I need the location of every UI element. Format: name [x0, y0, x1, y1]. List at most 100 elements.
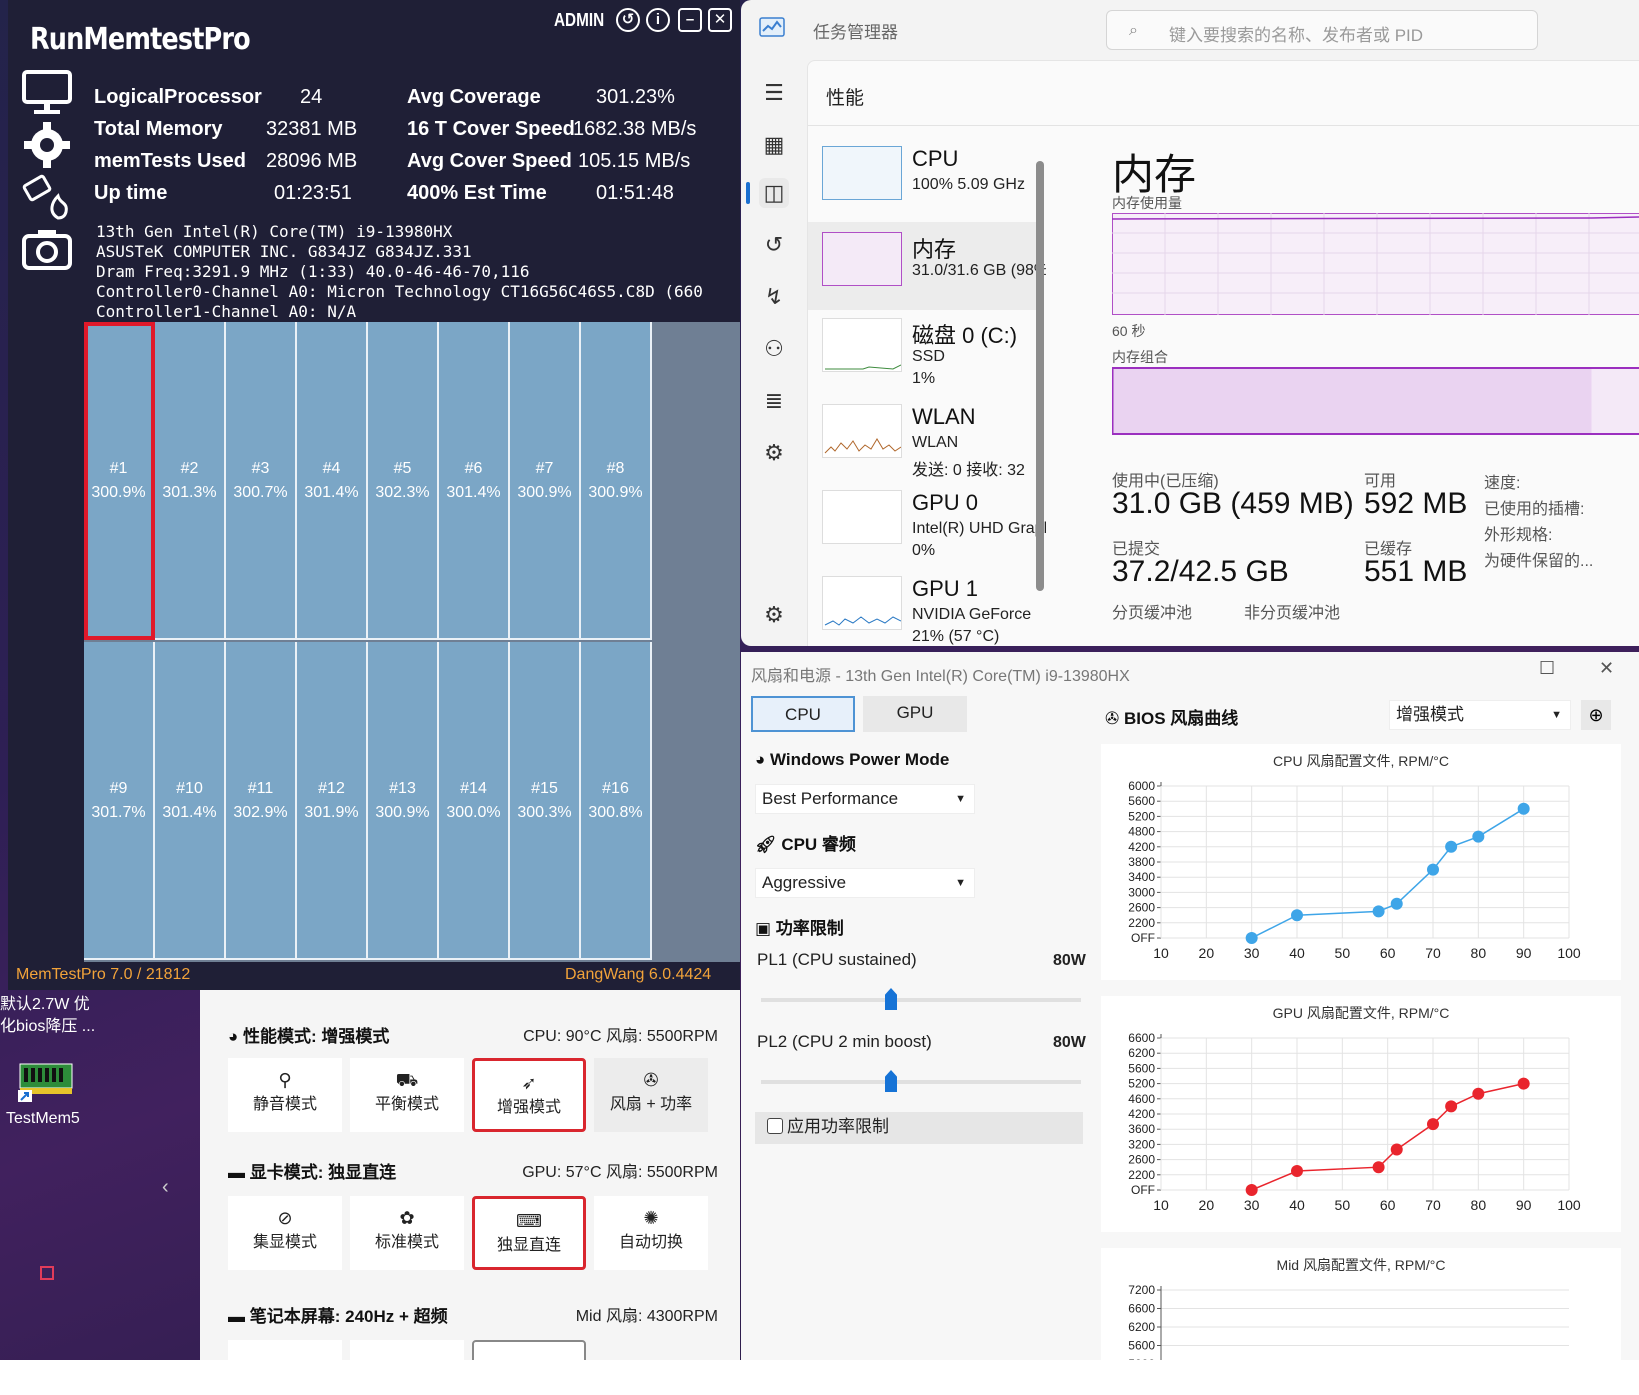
thread-label: #12 301.9% — [297, 777, 366, 825]
hamburger-menu-icon[interactable]: ☰ — [764, 80, 784, 105]
apply-power-limit-checkbox[interactable]: 应用功率限制 — [755, 1112, 1083, 1144]
close-icon[interactable]: ✕ — [1599, 658, 1615, 678]
testmem5-app-icon[interactable] — [18, 1056, 74, 1102]
thread-coverage: 301.4% — [304, 484, 359, 501]
perf-sparkline — [824, 438, 902, 454]
pl2-slider-track[interactable] — [761, 1080, 1081, 1084]
data-point — [1445, 840, 1458, 853]
perf-name: 磁盘 0 (C:) — [912, 323, 1018, 348]
power-limit-header: ▣ 功率限制 — [755, 914, 844, 939]
app-history-icon[interactable]: ↺ — [764, 232, 784, 257]
notification-icon[interactable] — [40, 1266, 54, 1280]
camera-icon[interactable] — [18, 224, 76, 274]
pl2-slider-thumb[interactable] — [885, 1070, 897, 1092]
thread-cell: #13 300.9% — [368, 642, 439, 960]
thread-label: #16 300.8% — [581, 777, 650, 825]
thread-id: #16 — [602, 780, 629, 797]
perf-item-disk[interactable]: 磁盘 0 (C:) SSD 1% — [808, 308, 1036, 396]
pl1-slider-thumb[interactable] — [885, 988, 897, 1010]
details-icon[interactable]: ≣ — [764, 388, 784, 413]
add-icon[interactable]: ⊕ — [1581, 700, 1611, 730]
auto-switch-button[interactable]: ✺ 自动切换 — [594, 1196, 708, 1270]
list-scrollbar[interactable] — [1036, 161, 1044, 591]
silent-mode-button[interactable]: ⚲ 静音模式 — [228, 1058, 342, 1132]
tab-cpu[interactable]: CPU — [751, 696, 855, 732]
refresh-rate-button[interactable] — [472, 1340, 586, 1360]
perf-item-wlan[interactable]: WLAN WLAN 发送: 0 接收: 32 — [808, 394, 1036, 482]
perf-status: CPU: 90°C 风扇: 5500RPM — [523, 1028, 718, 1045]
refresh-rate-button[interactable] — [228, 1340, 342, 1360]
services-icon[interactable]: ⚙ — [764, 440, 784, 465]
perf-detail: 1% — [912, 370, 936, 387]
thread-cell: #10 301.4% — [155, 642, 226, 960]
mode-label: 独显直连 — [496, 1237, 561, 1254]
gpu-fan-chart: GPU 风扇配置文件, RPM/°C OFF 2200 2600 3200 3600 420… — [1101, 996, 1621, 1232]
data-point — [1390, 897, 1403, 910]
search-input[interactable]: ⌕ 键入要搜索的名称、发布者或 PID — [1106, 10, 1538, 50]
thread-id: #7 — [535, 460, 554, 477]
data-point — [1445, 1100, 1458, 1113]
thread-coverage: 300.0% — [446, 804, 501, 821]
standard-mode-button[interactable]: ✿ 标准模式 — [350, 1196, 464, 1270]
perf-thumbnail — [822, 318, 902, 372]
thread-id: #6 — [464, 460, 483, 477]
thread-coverage: 300.9% — [91, 484, 146, 501]
maximize-icon[interactable]: ☐ — [1539, 658, 1556, 678]
boost-select[interactable]: Aggressive ▼ — [755, 868, 975, 898]
burn-test-icon[interactable] — [18, 172, 76, 222]
monitor-icon[interactable] — [18, 68, 76, 118]
close-icon[interactable]: ✕ — [708, 8, 732, 32]
dgpu-direct-button[interactable]: ⌨ 独显直连 — [472, 1196, 586, 1270]
pl1-slider-track[interactable] — [761, 998, 1081, 1002]
balanced-mode-button[interactable]: ⛟ 平衡模式 — [350, 1058, 464, 1132]
gear-icon[interactable] — [18, 120, 76, 170]
thread-coverage: 300.8% — [588, 804, 643, 821]
data-point — [1517, 1077, 1530, 1090]
thread-coverage: 301.4% — [446, 484, 501, 501]
data-point — [1472, 1087, 1485, 1100]
data-point — [1427, 863, 1439, 876]
chevron-left-icon[interactable]: ‹ — [162, 1176, 169, 1198]
x-tick-label: 90 — [1516, 945, 1532, 961]
tab-gpu[interactable]: GPU — [863, 696, 967, 732]
refresh-rate-button[interactable] — [350, 1340, 464, 1360]
perf-detail: 发送: 0 接收: 32 — [912, 462, 1025, 479]
startup-apps-icon[interactable]: ↯ — [764, 284, 784, 309]
performance-icon[interactable]: ◫ — [759, 178, 789, 208]
users-icon[interactable]: ⚇ — [764, 336, 784, 361]
history-icon[interactable]: ↺ — [616, 8, 640, 32]
x-tick-label: 80 — [1471, 945, 1487, 961]
power-mode-select[interactable]: Best Performance ▼ — [755, 784, 975, 814]
thread-label: #15 300.3% — [510, 777, 579, 825]
available-value: 592 MB — [1364, 487, 1468, 520]
y-tick-label: 5600 — [1128, 1061, 1155, 1075]
pl1-label: PL1 (CPU sustained) — [757, 950, 917, 969]
thread-label: #10 301.4% — [155, 777, 224, 825]
bios-mode-select[interactable]: 增强模式 ▼ — [1389, 700, 1571, 730]
cpu-fan-chart: CPU 风扇配置文件, RPM/°C OFF 2200 2600 3000 3400 380… — [1101, 744, 1621, 980]
processes-icon[interactable]: ▦ — [763, 132, 785, 157]
settings-icon[interactable]: ⚙ — [764, 602, 784, 627]
perf-name: CPU — [912, 146, 959, 171]
perf-item-cpu[interactable]: CPU 100% 5.09 GHz — [808, 136, 1036, 224]
testmem5-app-label[interactable]: TestMem5 — [6, 1110, 80, 1127]
info-icon[interactable]: i — [646, 8, 670, 32]
perf-name: GPU 0 — [912, 490, 979, 515]
minimize-icon[interactable]: – — [678, 8, 702, 32]
perf-item-gpu0[interactable]: GPU 0 Intel(R) UHD Graphics 0% — [808, 480, 1046, 568]
boost-header: 🚀︎ CPU 睿频 — [755, 830, 856, 855]
fan-power-button[interactable]: ✇ 风扇 + 功率 — [594, 1058, 708, 1132]
thread-coverage: 300.7% — [233, 484, 288, 501]
thread-grid: #1 300.9% #2 301.3% #3 300.7% #4 301.4% #5 302.3%… — [84, 322, 740, 962]
y-tick-label: 2200 — [1128, 1168, 1155, 1182]
igpu-mode-button[interactable]: ⊘ 集显模式 — [228, 1196, 342, 1270]
y-tick-label: 7200 — [1128, 1283, 1155, 1297]
perf-item-memory[interactable]: 内存 31.0/31.6 GB (98%) — [808, 222, 1046, 310]
y-tick-label: 5000 — [1128, 1357, 1155, 1360]
turbo-mode-button[interactable]: ➶ 增强模式 — [472, 1058, 586, 1132]
thread-cell: #6 301.4% — [439, 322, 510, 640]
perf-item-gpu1[interactable]: GPU 1 NVIDIA GeForce 21% (57 °C) — [808, 566, 1036, 646]
perf-mode-title: 性能模式: 增强模式 — [243, 1027, 390, 1046]
thread-label: #7 300.9% — [510, 457, 579, 505]
